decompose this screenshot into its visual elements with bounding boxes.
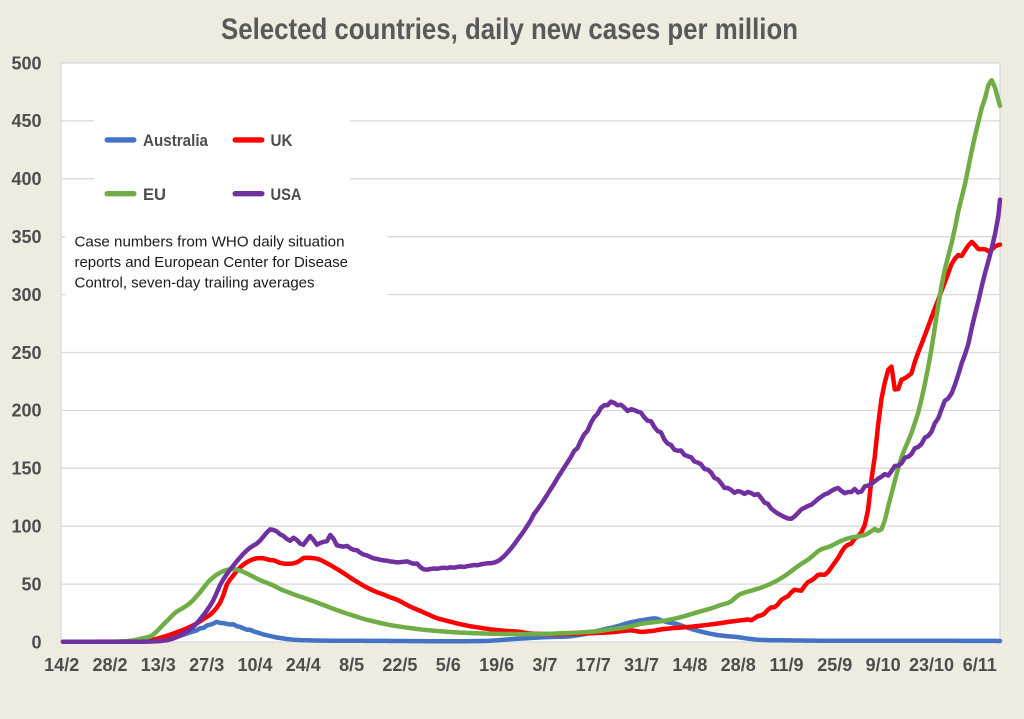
svg-text:10/4: 10/4 (237, 655, 272, 675)
svg-text:Case numbers from WHO daily si: Case numbers from WHO daily situation (75, 234, 345, 251)
svg-text:350: 350 (11, 227, 41, 247)
svg-text:400: 400 (11, 169, 41, 189)
svg-text:9/10: 9/10 (866, 655, 901, 675)
svg-text:500: 500 (11, 53, 41, 73)
svg-text:13/3: 13/3 (141, 655, 176, 675)
svg-text:14/8: 14/8 (672, 655, 707, 675)
svg-text:Control, seven-day trailing av: Control, seven-day trailing averages (75, 275, 315, 292)
svg-text:Selected countries, daily new: Selected countries, daily new cases per … (221, 13, 798, 46)
svg-text:25/9: 25/9 (817, 655, 852, 675)
svg-text:14/2: 14/2 (44, 655, 79, 675)
svg-text:19/6: 19/6 (479, 655, 514, 675)
svg-text:27/3: 27/3 (189, 655, 224, 675)
svg-text:24/4: 24/4 (286, 655, 321, 675)
svg-text:UK: UK (271, 131, 294, 150)
svg-text:17/7: 17/7 (576, 655, 611, 675)
svg-text:8/5: 8/5 (339, 655, 364, 675)
svg-text:100: 100 (11, 517, 41, 537)
svg-text:11/9: 11/9 (769, 655, 803, 675)
svg-text:0: 0 (31, 632, 41, 652)
svg-text:5/6: 5/6 (436, 655, 461, 675)
svg-text:22/5: 22/5 (382, 655, 417, 675)
svg-text:150: 150 (11, 459, 41, 479)
svg-text:450: 450 (11, 111, 41, 131)
svg-text:50: 50 (21, 574, 41, 594)
svg-text:3/7: 3/7 (532, 655, 557, 675)
svg-text:Australia: Australia (143, 131, 208, 150)
svg-text:USA: USA (271, 185, 302, 204)
svg-text:300: 300 (11, 285, 41, 305)
svg-text:28/8: 28/8 (721, 655, 756, 675)
svg-text:EU: EU (143, 185, 166, 204)
svg-text:23/10: 23/10 (909, 655, 954, 675)
svg-text:28/2: 28/2 (92, 655, 127, 675)
svg-text:200: 200 (11, 401, 41, 421)
svg-text:31/7: 31/7 (624, 655, 659, 675)
svg-text:6/11: 6/11 (963, 655, 997, 675)
svg-text:reports and European Center fo: reports and European Center for Disease (75, 254, 349, 271)
svg-text:250: 250 (11, 343, 41, 363)
